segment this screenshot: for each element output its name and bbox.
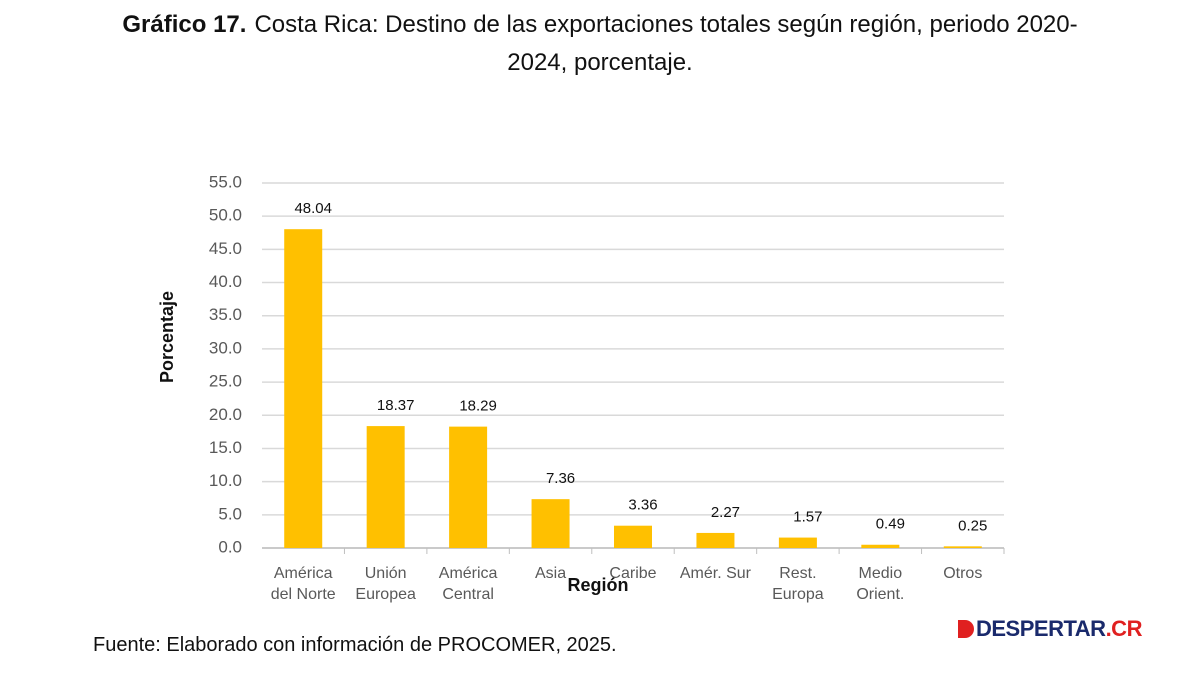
logo-suffix: .CR xyxy=(1105,616,1143,641)
data-label: 0.25 xyxy=(958,517,987,534)
data-label: 3.36 xyxy=(628,497,657,514)
y-tick-label: 30.0 xyxy=(209,338,242,357)
bar xyxy=(614,525,652,548)
x-tick-label: América del Norte xyxy=(270,565,336,603)
x-tick-label: Amér. Sur xyxy=(679,565,751,582)
source-note: Fuente: Elaborado con información de PRO… xyxy=(93,634,617,656)
y-tick-label: 20.0 xyxy=(209,405,242,424)
bar xyxy=(861,544,900,548)
data-label: 18.37 xyxy=(377,397,415,414)
logo-text: DESPERTAR xyxy=(976,616,1106,641)
y-tick-label: 15.0 xyxy=(209,438,242,457)
x-tick-label: Unión Europea xyxy=(355,565,416,603)
y-tick-label: 5.0 xyxy=(218,504,242,523)
y-tick-label: 55.0 xyxy=(209,172,242,191)
bar xyxy=(284,229,323,548)
x-tick-label: América Central xyxy=(438,565,498,603)
y-axis-label: Porcentaje xyxy=(157,291,177,383)
bar xyxy=(943,546,982,548)
bar xyxy=(531,499,570,548)
data-label: 48.04 xyxy=(294,200,332,217)
data-label: 2.27 xyxy=(711,504,740,521)
x-tick-label: Asia xyxy=(534,565,567,582)
bar xyxy=(366,426,405,548)
y-tick-label: 50.0 xyxy=(209,206,242,225)
x-axis-label: Región xyxy=(568,575,629,595)
data-label: 0.49 xyxy=(876,516,905,533)
logo: DESPERTAR.CR xyxy=(958,616,1142,642)
chart-title-label: Gráfico 17. xyxy=(122,11,247,38)
y-tick-label: 0.0 xyxy=(218,537,242,556)
data-label: 7.36 xyxy=(546,470,575,487)
x-tick-label: Caribe xyxy=(609,565,657,582)
y-tick-label: 40.0 xyxy=(209,272,242,291)
y-tick-label: 45.0 xyxy=(209,239,242,258)
chart-title: Costa Rica: Destino de las exportaciones… xyxy=(254,11,1078,76)
x-tick-label: Rest. Europa xyxy=(772,565,824,603)
logo-icon xyxy=(958,620,974,638)
y-tick-label: 25.0 xyxy=(209,372,242,391)
bar xyxy=(778,537,817,548)
y-tick-label: 10.0 xyxy=(209,471,242,490)
data-label: 18.29 xyxy=(459,398,497,415)
data-label: 1.57 xyxy=(793,509,822,526)
title-block: Gráfico 17. Costa Rica: Destino de las ex… xyxy=(100,6,1100,82)
x-tick-label: Otros xyxy=(943,565,983,582)
y-tick-label: 35.0 xyxy=(209,305,242,324)
bar xyxy=(449,426,488,548)
x-tick-label: Medio Orient. xyxy=(856,565,905,603)
bar xyxy=(696,532,735,548)
